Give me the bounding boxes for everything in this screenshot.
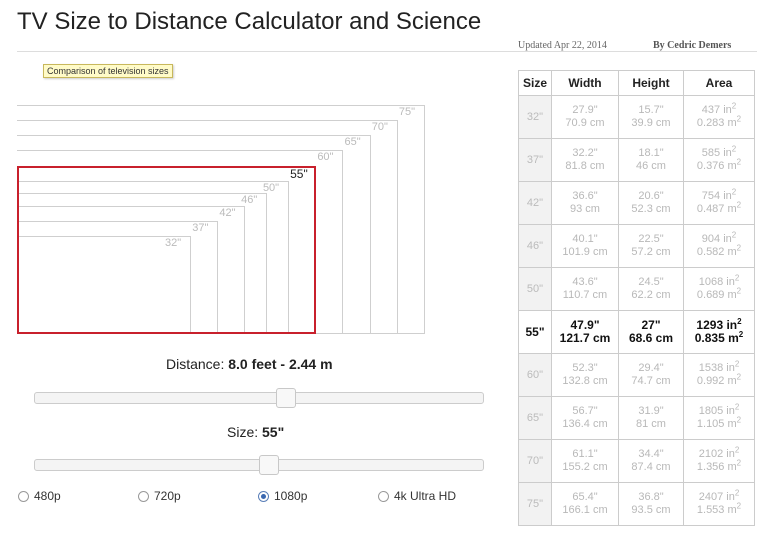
cell-height: 20.6" 52.3 cm — [618, 181, 684, 225]
cell-height: 27" 68.6 cm — [618, 310, 684, 354]
radio-button[interactable] — [378, 490, 389, 502]
size-slider-handle[interactable] — [258, 455, 279, 475]
radio-label: 720p — [154, 489, 181, 503]
cell-size: 70" — [518, 439, 552, 483]
radio-button[interactable] — [258, 490, 269, 502]
cell-area: 1805 in2 1.105 m2 — [683, 396, 755, 440]
table-row: 37" 32.2" 81.8 cm 18.1" 46 cm 585 in2 0.376 m2 — [518, 138, 755, 182]
cell-height: 36.8" 93.5 cm — [618, 482, 684, 526]
table-row: 46" 40.1" 101.9 cm 22.5" 57.2 cm 904 in2 0.582… — [518, 224, 755, 268]
cell-height: 22.5" 57.2 cm — [618, 224, 684, 268]
radio-button[interactable] — [138, 490, 149, 502]
table-row: 70" 61.1" 155.2 cm 34.4" 87.4 cm 2102 in2 1.35… — [518, 439, 755, 483]
resolution-option-480p[interactable]: 480p — [18, 489, 61, 503]
header-height: Height — [618, 70, 684, 96]
cell-height: 24.5" 62.2 cm — [618, 267, 684, 311]
cell-size: 75" — [518, 482, 552, 526]
title-divider — [17, 51, 757, 52]
radio-button[interactable] — [18, 490, 29, 502]
page-title: TV Size to Distance Calculator and Scien… — [17, 8, 482, 35]
cell-size: 37" — [518, 138, 552, 182]
cell-size: 65" — [518, 396, 552, 440]
table-header-row: Size Width Height Area — [518, 70, 755, 96]
tv-outline-55 — [17, 165, 317, 334]
tv-size-comparison: 75" 70" 65" 60" 55" 50" 46" 42" 37" 32" — [17, 64, 501, 334]
cell-area: 904 in2 0.582 m2 — [683, 224, 755, 268]
radio-label: 1080p — [274, 489, 308, 503]
tv-outline-label-32: 32" — [165, 237, 182, 250]
resolution-option-720p[interactable]: 720p — [138, 489, 181, 503]
distance-slider-handle[interactable] — [275, 388, 296, 408]
cell-height: 18.1" 46 cm — [618, 138, 684, 182]
tv-outline-label-42: 42" — [219, 206, 236, 219]
updated-date: Updated Apr 22, 2014 — [518, 40, 607, 51]
cell-area: 2407 in2 1.553 m2 — [683, 482, 755, 526]
cell-area: 437 in2 0.283 m2 — [683, 95, 755, 139]
cell-width: 36.6" 93 cm — [551, 181, 619, 225]
radio-label: 480p — [34, 489, 61, 503]
cell-width: 52.3" 132.8 cm — [551, 353, 619, 397]
size-label: Size: 55" — [227, 424, 284, 440]
table-row: 55" 47.9" 121.7 cm 27" 68.6 cm 1293 in2 0.835 … — [518, 310, 755, 354]
tv-outline-label-70: 70" — [371, 120, 388, 133]
cell-height: 15.7" 39.9 cm — [618, 95, 684, 139]
author-name: By Cedric Demers — [653, 40, 732, 51]
table-row: 60" 52.3" 132.8 cm 29.4" 74.7 cm 1538 in2 0.99… — [518, 353, 755, 397]
tv-spec-table: Size Width Height Area 32" 27.9" 70.9 cm 15… — [518, 70, 755, 526]
tv-outline-label-46: 46" — [241, 194, 258, 207]
header-width: Width — [551, 70, 619, 96]
cell-size: 32" — [518, 95, 552, 139]
size-label-text: Size: — [227, 424, 259, 440]
viz-tooltip: Comparison of television sizes — [43, 64, 173, 78]
table-row: 65" 56.7" 136.4 cm 31.9" 81 cm 1805 in2 1.105 … — [518, 396, 755, 440]
table-row: 50" 43.6" 110.7 cm 24.5" 62.2 cm 1068 in2 0.68… — [518, 267, 755, 311]
cell-width: 47.9" 121.7 cm — [551, 310, 619, 354]
header-size: Size — [518, 70, 552, 96]
distance-value: 8.0 feet - 2.44 m — [228, 356, 333, 372]
distance-label-text: Distance: — [166, 356, 225, 372]
cell-width: 65.4" 166.1 cm — [551, 482, 619, 526]
tv-outline-label-37: 37" — [192, 221, 209, 234]
tv-outline-label-75: 75" — [398, 105, 416, 118]
cell-area: 754 in2 0.487 m2 — [683, 181, 755, 225]
table-row: 32" 27.9" 70.9 cm 15.7" 39.9 cm 437 in2 0.283 … — [518, 95, 755, 139]
cell-area: 1293 in2 0.835 m2 — [683, 310, 755, 354]
cell-area: 585 in2 0.376 m2 — [683, 138, 755, 182]
tv-outline-label-50: 50" — [262, 182, 280, 195]
size-value: 55" — [262, 424, 285, 440]
cell-size: 42" — [518, 181, 552, 225]
resolution-option-4k-ultra-hd[interactable]: 4k Ultra HD — [378, 489, 456, 503]
cell-width: 61.1" 155.2 cm — [551, 439, 619, 483]
cell-height: 34.4" 87.4 cm — [618, 439, 684, 483]
cell-width: 56.7" 136.4 cm — [551, 396, 619, 440]
header-area: Area — [683, 70, 755, 96]
cell-width: 43.6" 110.7 cm — [551, 267, 619, 311]
size-slider[interactable] — [34, 455, 484, 475]
cell-area: 1538 in2 0.992 m2 — [683, 353, 755, 397]
cell-width: 27.9" 70.9 cm — [551, 95, 619, 139]
cell-area: 1068 in2 0.689 m2 — [683, 267, 755, 311]
table-row: 75" 65.4" 166.1 cm 36.8" 93.5 cm 2407 in2 1.55… — [518, 482, 755, 526]
cell-size: 55" — [518, 310, 552, 354]
cell-height: 31.9" 81 cm — [618, 396, 684, 440]
resolution-option-1080p[interactable]: 1080p — [258, 489, 307, 503]
tv-outline-label-55: 55" — [290, 166, 308, 181]
distance-label: Distance: 8.0 feet - 2.44 m — [166, 356, 333, 372]
cell-size: 50" — [518, 267, 552, 311]
cell-width: 32.2" 81.8 cm — [551, 138, 619, 182]
cell-size: 46" — [518, 224, 552, 268]
cell-area: 2102 in2 1.356 m2 — [683, 439, 755, 483]
byline: By Cedric Demers — [653, 40, 731, 51]
cell-size: 60" — [518, 353, 552, 397]
cell-width: 40.1" 101.9 cm — [551, 224, 619, 268]
tv-outline-label-60: 60" — [317, 151, 334, 164]
table-row: 42" 36.6" 93 cm 20.6" 52.3 cm 754 in2 0.487 m2 — [518, 181, 755, 225]
tv-outline-label-65: 65" — [344, 136, 361, 149]
radio-label: 4k Ultra HD — [394, 489, 457, 503]
cell-height: 29.4" 74.7 cm — [618, 353, 684, 397]
distance-slider[interactable] — [34, 388, 484, 408]
